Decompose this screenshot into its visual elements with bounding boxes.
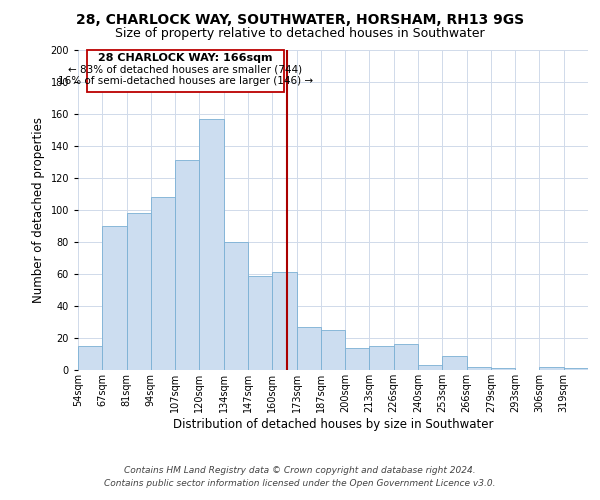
Text: 16% of semi-detached houses are larger (146) →: 16% of semi-detached houses are larger (…	[58, 76, 313, 86]
Bar	[175, 160, 199, 370]
Bar	[248, 276, 272, 370]
Bar	[151, 197, 175, 370]
Bar	[296, 327, 321, 370]
Bar	[564, 368, 588, 370]
Bar	[370, 346, 394, 370]
Bar	[442, 356, 467, 370]
Bar	[199, 119, 224, 370]
Bar	[467, 367, 491, 370]
Bar	[539, 367, 564, 370]
Bar	[78, 346, 102, 370]
Bar	[224, 242, 248, 370]
Text: Size of property relative to detached houses in Southwater: Size of property relative to detached ho…	[115, 28, 485, 40]
Text: 28, CHARLOCK WAY, SOUTHWATER, HORSHAM, RH13 9GS: 28, CHARLOCK WAY, SOUTHWATER, HORSHAM, R…	[76, 12, 524, 26]
Y-axis label: Number of detached properties: Number of detached properties	[32, 117, 45, 303]
X-axis label: Distribution of detached houses by size in Southwater: Distribution of detached houses by size …	[173, 418, 493, 430]
Bar	[272, 272, 296, 370]
Text: ← 83% of detached houses are smaller (744): ← 83% of detached houses are smaller (74…	[68, 64, 302, 74]
Bar	[321, 330, 345, 370]
Bar	[394, 344, 418, 370]
Bar	[418, 365, 442, 370]
Bar	[86, 50, 284, 92]
Text: Contains HM Land Registry data © Crown copyright and database right 2024.
Contai: Contains HM Land Registry data © Crown c…	[104, 466, 496, 487]
Bar	[127, 213, 151, 370]
Bar	[345, 348, 370, 370]
Text: 28 CHARLOCK WAY: 166sqm: 28 CHARLOCK WAY: 166sqm	[98, 53, 273, 63]
Bar	[491, 368, 515, 370]
Bar	[102, 226, 127, 370]
